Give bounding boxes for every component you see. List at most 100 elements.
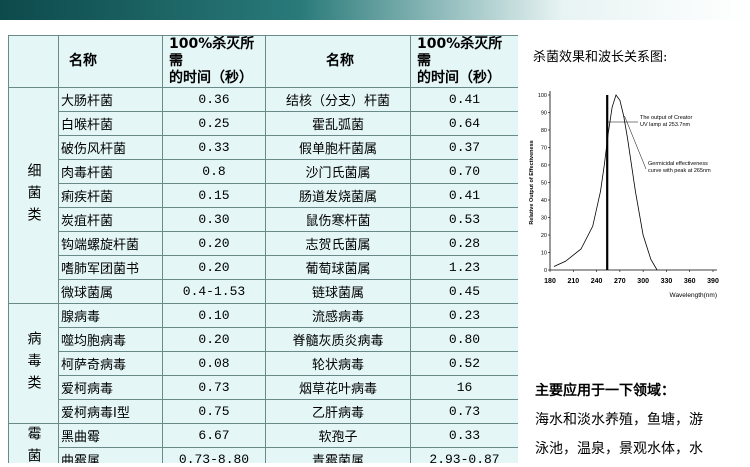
name-cell: 沙门氏菌属 bbox=[265, 159, 411, 184]
table-row: 爱柯病毒I型 0.75 乙肝病毒 0.73 bbox=[9, 399, 518, 424]
time-cell: 0.8 bbox=[162, 159, 266, 184]
name-cell: 轮状病毒 bbox=[265, 351, 411, 376]
name-cell: 噬均胞病毒 bbox=[58, 327, 163, 352]
table-row: 炭疽杆菌 0.30 鼠伤寒杆菌 0.53 bbox=[9, 207, 518, 232]
time-cell: 0.15 bbox=[162, 183, 266, 208]
name-cell: 腺病毒 bbox=[58, 303, 163, 328]
x-axis-label: Wavelength(nm) bbox=[670, 292, 717, 299]
table-row: 嗜肺军团菌书 0.20 葡萄球菌属 1.23 bbox=[9, 255, 518, 280]
name-cell: 微球菌属 bbox=[58, 279, 163, 304]
table-row: 痢疾杆菌 0.15 肠道发烧菌属 0.41 bbox=[9, 183, 518, 208]
applications-line: 海水和淡水养殖，鱼塘，游 bbox=[535, 412, 703, 428]
group-label: 霉菌 bbox=[8, 423, 59, 463]
group-label: 细菌类 bbox=[8, 87, 59, 304]
time-cell: 0.41 bbox=[410, 87, 518, 112]
table-row: 霉菌 黑曲霉 6.67 软孢子 0.33 bbox=[8, 423, 518, 463]
y-tick-label: 20 bbox=[541, 233, 547, 239]
table-row: 噬均胞病毒 0.20 脊髓灰质炎病毒 0.80 bbox=[9, 327, 518, 352]
time-cell: 0.80 bbox=[410, 327, 518, 352]
table-row: 肉毒杆菌 0.8 沙门氏菌属 0.70 bbox=[9, 159, 518, 184]
applications-line: 泳池，温泉，景观水体，水 bbox=[535, 441, 703, 457]
name-cell: 爱柯病毒I型 bbox=[58, 399, 163, 424]
name-cell: 烟草花叶病毒 bbox=[265, 375, 411, 400]
time-cell: 16 bbox=[410, 375, 518, 400]
x-tick-label: 210 bbox=[567, 278, 579, 285]
x-tick-label: 300 bbox=[637, 278, 649, 285]
chart: 0 10 20 30 40 50 60 70 80 90 100 180 210 240 270 300 330… bbox=[529, 91, 719, 299]
figure-title: 杀菌效果和波长关系图: bbox=[533, 50, 668, 65]
name-cell: 大肠杆菌 bbox=[58, 87, 163, 112]
name-cell: 痢疾杆菌 bbox=[58, 183, 163, 208]
y-tick-label: 40 bbox=[541, 198, 547, 204]
name-cell: 假单胞杆菌属 bbox=[265, 135, 411, 160]
name-cell: 炭疽杆菌 bbox=[58, 207, 163, 232]
table-row: 白喉杆菌 0.25 霍乱弧菌 0.64 bbox=[9, 111, 518, 136]
time-cell: 0.25 bbox=[162, 111, 266, 136]
name-cell: 曲霉属 bbox=[58, 447, 163, 463]
time-cell: 0.4-1.53 bbox=[162, 279, 266, 304]
time-cell: 0.41 bbox=[410, 183, 518, 208]
curve bbox=[553, 94, 658, 271]
time-cell: 0.73-8.80 bbox=[162, 447, 266, 463]
time-cell: 2.93-0.87 bbox=[410, 447, 518, 463]
table-row: 微球菌属 0.4-1.53 链球菌属 0.45 bbox=[9, 279, 518, 304]
x-tick-label: 360 bbox=[684, 278, 696, 285]
name-cell: 肉毒杆菌 bbox=[58, 159, 163, 184]
time-cell: 0.53 bbox=[410, 207, 518, 232]
applications-title: 主要应用于一下领域： bbox=[535, 383, 675, 399]
name-cell: 爱柯病毒 bbox=[58, 375, 163, 400]
time-cell: 0.20 bbox=[162, 231, 266, 256]
name-cell: 葡萄球菌属 bbox=[265, 255, 411, 280]
name-cell: 软孢子 bbox=[265, 423, 411, 448]
table-row: 爱柯病毒 0.73 烟草花叶病毒 16 bbox=[9, 375, 518, 400]
time-cell: 0.45 bbox=[410, 279, 518, 304]
time-cell: 0.33 bbox=[162, 135, 266, 160]
name-cell: 结核（分支）杆菌 bbox=[265, 87, 411, 112]
name-cell: 鼠伤寒杆菌 bbox=[265, 207, 411, 232]
x-tick-label: 390 bbox=[707, 278, 719, 285]
y-tick-label: 50 bbox=[541, 181, 547, 187]
time-cell: 6.67 bbox=[162, 423, 266, 448]
name-cell: 志贺氏菌属 bbox=[265, 231, 411, 256]
table-row: 钩端螺旋杆菌 0.20 志贺氏菌属 0.28 bbox=[9, 231, 518, 256]
time-cell: 0.20 bbox=[162, 255, 266, 280]
x-tick-label: 240 bbox=[591, 278, 603, 285]
y-tick-label: 90 bbox=[541, 111, 547, 117]
header: 名称 bbox=[58, 35, 163, 88]
x-tick-label: 270 bbox=[614, 278, 626, 285]
name-cell: 链球菌属 bbox=[265, 279, 411, 304]
name-cell: 黑曲霉 bbox=[58, 423, 163, 448]
name-cell: 乙肝病毒 bbox=[265, 399, 411, 424]
name-cell: 白喉杆菌 bbox=[58, 111, 163, 136]
time-cell: 0.70 bbox=[410, 159, 518, 184]
time-cell: 0.37 bbox=[410, 135, 518, 160]
time-cell: 0.73 bbox=[410, 399, 518, 424]
header: 100%杀灭所需 的时间（秒） bbox=[410, 35, 518, 88]
annotation: curve with peak at 265nm bbox=[648, 168, 711, 174]
time-cell: 0.52 bbox=[410, 351, 518, 376]
x-tick-label: 330 bbox=[661, 278, 673, 285]
time-cell: 0.23 bbox=[410, 303, 518, 328]
name-cell: 霍乱弧菌 bbox=[265, 111, 411, 136]
applications: 主要应用于一下领域： 海水和淡水养殖，鱼塘，游 泳池，温泉，景观水体，水 bbox=[535, 380, 703, 467]
time-cell: 0.10 bbox=[162, 303, 266, 328]
banner bbox=[0, 0, 750, 20]
annotation: UV lamp at 253.7nm bbox=[640, 122, 691, 128]
table: 名称 100%杀灭所需 的时间（秒） 名称 100%杀灭所需 的时间（秒） 细菌… bbox=[8, 35, 518, 463]
name-cell: 嗜肺军团菌书 bbox=[58, 255, 163, 280]
time-cell: 0.75 bbox=[162, 399, 266, 424]
name-cell: 肠道发烧菌属 bbox=[265, 183, 411, 208]
table-row: 病毒类 腺病毒 0.10 流感病毒 0.23 bbox=[8, 303, 518, 424]
table-wrap: 名称 100%杀灭所需 的时间（秒） 名称 100%杀灭所需 的时间（秒） 细菌… bbox=[8, 35, 518, 463]
table-row: 曲霉属 0.73-8.80 青霉菌属 2.93-0.87 bbox=[9, 447, 518, 463]
time-cell: 0.30 bbox=[162, 207, 266, 232]
time-cell: 0.36 bbox=[162, 87, 266, 112]
y-tick-label: 100 bbox=[538, 93, 547, 99]
table-row: 柯萨奇病毒 0.08 轮状病毒 0.52 bbox=[9, 351, 518, 376]
header-row: 名称 100%杀灭所需 的时间（秒） 名称 100%杀灭所需 的时间（秒） bbox=[8, 35, 518, 88]
name-cell: 青霉菌属 bbox=[265, 447, 411, 463]
table-row: 破伤风杆菌 0.33 假单胞杆菌属 0.37 bbox=[9, 135, 518, 160]
y-axis-label: Relative Output of Effectiveness bbox=[529, 140, 535, 224]
time-cell: 0.64 bbox=[410, 111, 518, 136]
